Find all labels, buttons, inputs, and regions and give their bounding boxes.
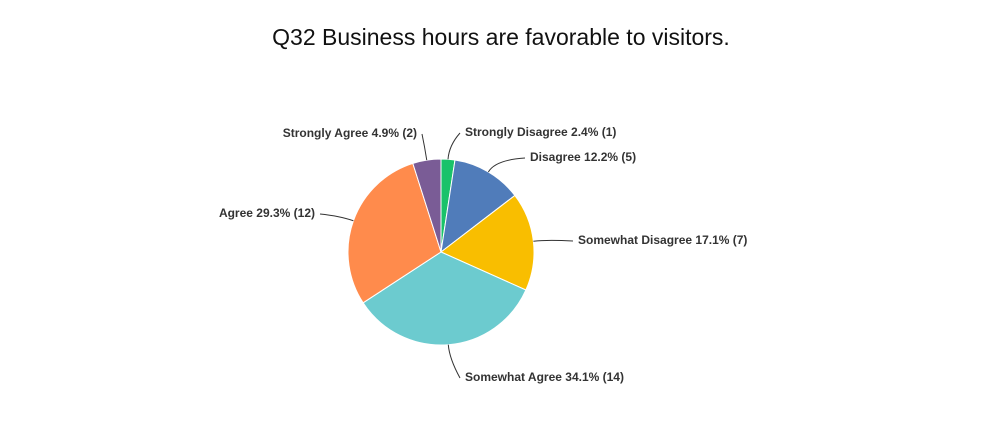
slice-label: Strongly Agree 4.9% (2) xyxy=(283,126,417,140)
slice-value-label: 17.1% (7) xyxy=(695,233,747,247)
leader-line xyxy=(421,133,428,161)
slice-label: Somewhat Agree 34.1% (14) xyxy=(465,370,624,384)
slice-category: Disagree xyxy=(530,150,581,164)
slice-value-label: 2.4% (1) xyxy=(571,125,616,139)
pie-slice xyxy=(440,194,535,291)
slice-label: Somewhat Disagree 17.1% (7) xyxy=(578,233,747,247)
chart-title: Q32 Business hours are favorable to visi… xyxy=(272,24,730,50)
slice-label: Disagree 12.2% (5) xyxy=(530,150,636,164)
slice-label: Strongly Disagree 2.4% (1) xyxy=(465,125,616,139)
pie-slice xyxy=(347,162,442,304)
slice-category: Somewhat Agree xyxy=(465,370,562,384)
leader-line xyxy=(487,157,526,173)
slice-value-label: 34.1% (14) xyxy=(565,370,624,384)
leader-line xyxy=(447,344,461,379)
pie-slice xyxy=(440,159,516,254)
slice-category: Somewhat Disagree xyxy=(578,233,692,247)
pie-slice xyxy=(412,158,442,253)
slice-value-label: 4.9% (2) xyxy=(372,126,417,140)
slice-label: Agree 29.3% (12) xyxy=(219,206,315,220)
slice-value-label: 12.2% (5) xyxy=(584,150,636,164)
leader-line xyxy=(533,239,574,242)
slice-category: Strongly Agree xyxy=(283,126,369,140)
slice-value-label: 29.3% (12) xyxy=(256,206,315,220)
leader-line xyxy=(319,213,354,222)
pie-slice xyxy=(362,251,527,346)
leader-line xyxy=(447,132,461,160)
slice-category: Strongly Disagree xyxy=(465,125,568,139)
slice-category: Agree xyxy=(219,206,253,220)
